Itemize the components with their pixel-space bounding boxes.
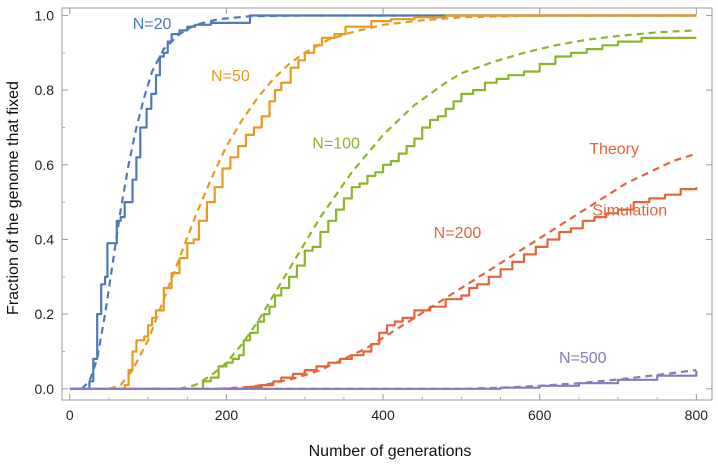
annotation-theory: Theory xyxy=(589,141,639,158)
plot-frame xyxy=(61,7,713,401)
x-tick-label: 200 xyxy=(215,407,239,423)
y-tick-label: 0.0 xyxy=(35,381,55,397)
series-label-n20: N=20 xyxy=(133,16,172,33)
series-label-n200: N=200 xyxy=(434,225,482,242)
y-tick-label: 0.6 xyxy=(35,157,55,173)
series-label-n100: N=100 xyxy=(312,135,360,152)
labels-layer: N=20 N=50 N=100 N=200 N=500 Theory Simulation xyxy=(133,16,667,367)
series-label-n50: N=50 xyxy=(211,68,250,85)
annotation-simulation: Simulation xyxy=(592,203,667,220)
simulation-line-n200 xyxy=(226,187,698,390)
y-axis-title: Fraction of the genome that fixed xyxy=(5,81,22,315)
x-tick-label: 400 xyxy=(371,407,395,423)
theory-line-n200 xyxy=(218,152,697,390)
y-tick-label: 0.2 xyxy=(35,306,55,322)
simulation-line-n100 xyxy=(69,36,697,390)
simulation-line-n500 xyxy=(69,370,698,390)
x-tick-label: 600 xyxy=(528,407,552,423)
simulation-line-n20 xyxy=(69,14,697,390)
x-axis-title: Number of generations xyxy=(309,443,472,460)
x-tick-label: 800 xyxy=(685,407,709,423)
theory-line-n20 xyxy=(80,14,697,390)
y-tick-label: 1.0 xyxy=(35,7,55,23)
series-layer xyxy=(69,14,698,390)
series-label-n500: N=500 xyxy=(559,350,607,367)
simulation-line-n50 xyxy=(116,14,697,390)
theory-line-n500 xyxy=(69,369,697,390)
x-tick-label: 0 xyxy=(66,407,74,423)
y-tick-label: 0.8 xyxy=(35,82,55,98)
axes: 0 200 400 600 800 0.0 0.2 0.4 0.6 0.8 1.0 xyxy=(35,7,713,423)
y-tick-label: 0.4 xyxy=(35,231,55,247)
theory-line-n50 xyxy=(108,14,697,390)
